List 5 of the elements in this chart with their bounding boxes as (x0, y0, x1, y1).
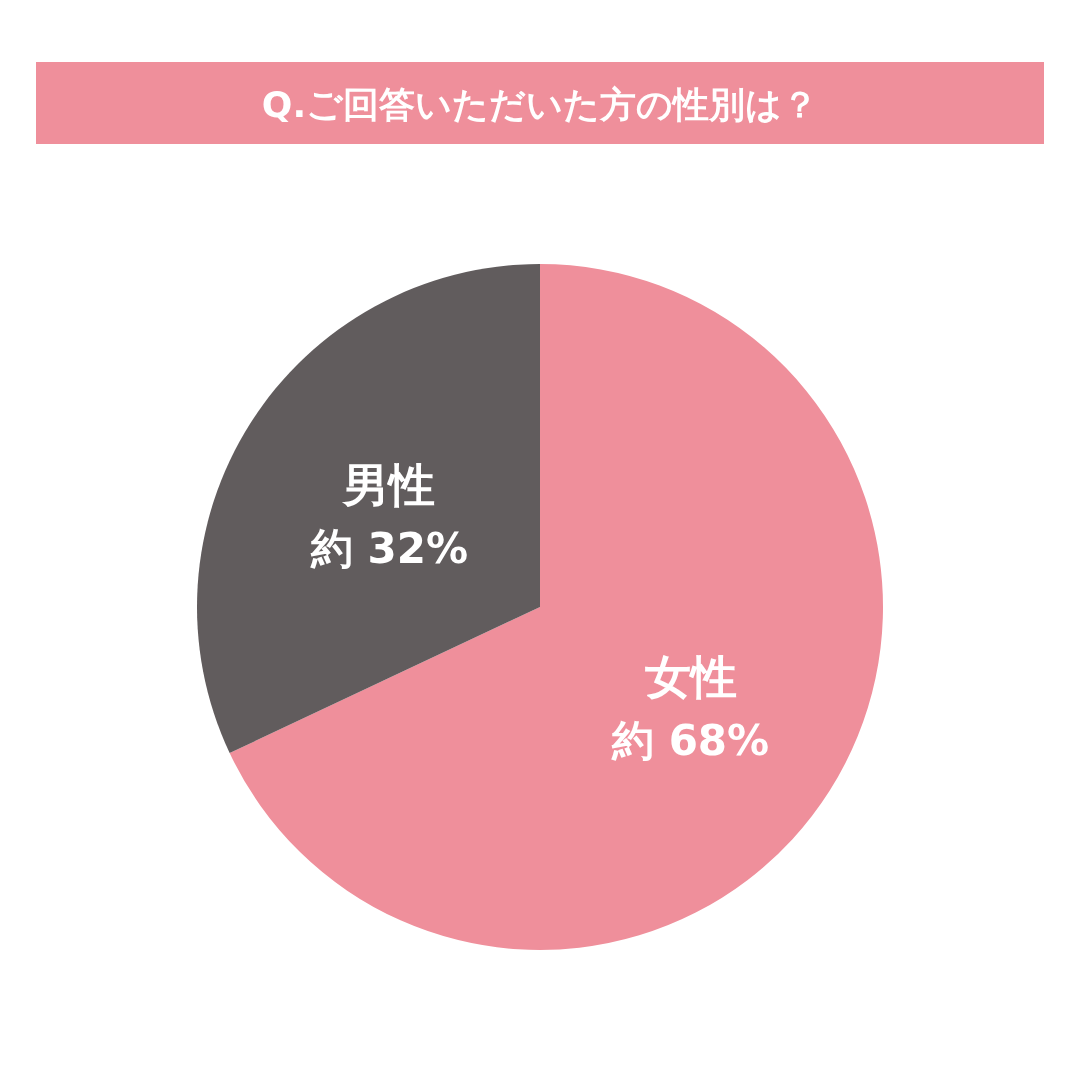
slice-label: 男性 (341, 458, 436, 513)
data-label: 約 32% (309, 524, 468, 574)
data-label: 約 68% (611, 715, 770, 765)
slice-label: 女性 (644, 649, 737, 704)
chart-title: Q.ご回答いただいた方の性別は？ (261, 84, 819, 125)
